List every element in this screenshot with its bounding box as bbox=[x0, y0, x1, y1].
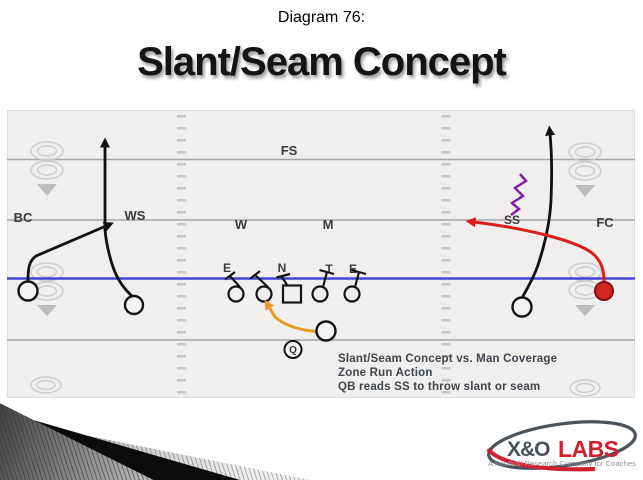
slot-receiver-left bbox=[123, 294, 145, 316]
corner-decoration bbox=[0, 400, 320, 480]
qb-label: Q bbox=[289, 345, 297, 356]
left-guard bbox=[255, 285, 273, 303]
receiver-x bbox=[17, 280, 39, 302]
left-tackle bbox=[227, 285, 245, 303]
label-mike-backer: M bbox=[323, 217, 334, 232]
logo-text-xo: X&O bbox=[507, 438, 550, 461]
play-diagram: FS BC WS W M SS FC E N T E bbox=[7, 110, 635, 398]
slant-route-red bbox=[465, 217, 606, 283]
ss-pressure-zigzag bbox=[509, 173, 528, 216]
label-strong-safety: SS bbox=[504, 213, 520, 227]
label-boundary-corner: BC bbox=[14, 210, 33, 225]
label-weak-safety: WS bbox=[125, 208, 146, 223]
slot-receiver-right bbox=[511, 296, 533, 318]
xo-labs-logo: X&O LABS A Football Research Company for… bbox=[486, 420, 637, 472]
quarterback bbox=[283, 340, 303, 359]
offensive-line bbox=[224, 268, 367, 304]
right-guard bbox=[311, 285, 329, 303]
label-tackle: T bbox=[325, 262, 333, 276]
field-background bbox=[7, 110, 635, 398]
note-line-2: Zone Run Action bbox=[338, 367, 433, 379]
slide-title: Slant/Seam Concept bbox=[137, 40, 507, 84]
logo-text-labs: LABS bbox=[558, 436, 619, 462]
run-action-path bbox=[264, 299, 318, 333]
seam-route-left bbox=[100, 137, 133, 298]
diagram-number: Diagram 76: bbox=[277, 9, 366, 26]
label-end-left: E bbox=[223, 261, 231, 275]
logo-orbit-red bbox=[486, 447, 596, 472]
label-will-backer: W bbox=[235, 217, 248, 232]
label-free-safety: FS bbox=[281, 143, 298, 158]
label-field-corner: FC bbox=[596, 215, 614, 230]
logo-tagline: A Football Research Company for Coaches bbox=[488, 459, 636, 468]
center bbox=[281, 284, 303, 304]
slant-route-left bbox=[26, 221, 114, 282]
field-number-decorations bbox=[30, 141, 602, 397]
right-tackle bbox=[343, 285, 361, 303]
receiver-red-target bbox=[594, 281, 614, 301]
note-line-1: Slant/Seam Concept vs. Man Coverage bbox=[338, 353, 557, 365]
running-back bbox=[315, 320, 337, 342]
label-nose: N bbox=[278, 261, 287, 275]
seam-route-right bbox=[520, 125, 556, 299]
logo-orbit-gray bbox=[487, 420, 637, 470]
note-line-3: QB reads SS to throw slant or seam bbox=[338, 381, 540, 393]
label-end-right: E bbox=[349, 262, 357, 276]
block-lines bbox=[224, 268, 367, 288]
play-notes: Slant/Seam Concept vs. Man Coverage Zone… bbox=[338, 353, 557, 393]
